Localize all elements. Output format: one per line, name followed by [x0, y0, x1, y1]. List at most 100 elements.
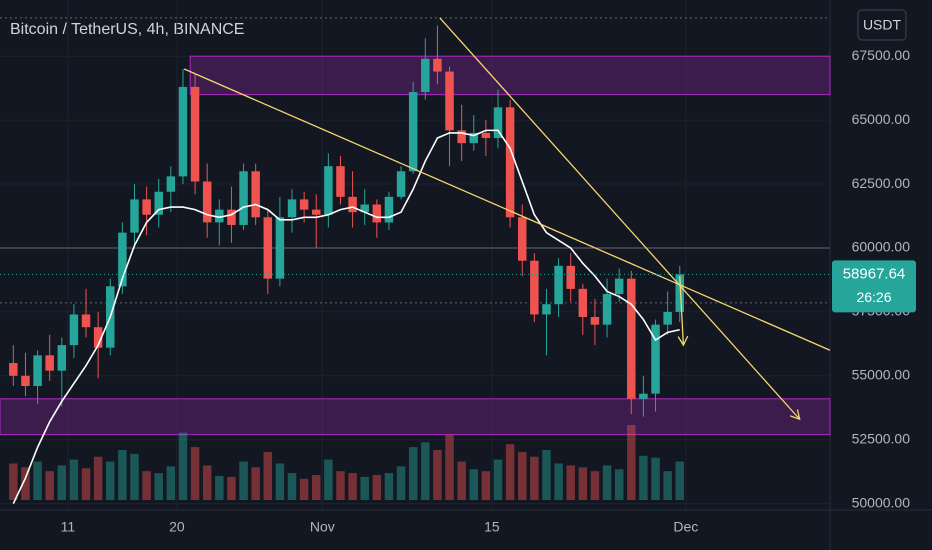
volume-bar	[312, 475, 321, 500]
volume-bar	[530, 456, 539, 500]
candle-body	[21, 375, 30, 387]
y-tick-label: 50000.00	[852, 494, 911, 510]
candle-body	[251, 171, 260, 218]
candle-body	[590, 316, 600, 325]
volume-bar	[336, 471, 345, 500]
volume-bar	[651, 457, 660, 500]
volume-bar	[433, 450, 442, 500]
candle-body	[408, 92, 418, 172]
volume-bar	[106, 461, 115, 500]
volume-bar	[57, 465, 67, 500]
volume-bar	[324, 459, 333, 500]
trendline-arrow	[677, 335, 689, 347]
candle-body	[566, 265, 575, 289]
candle-body	[445, 71, 454, 131]
candle-body	[215, 209, 224, 223]
x-tick-label: Dec	[673, 519, 698, 535]
volume-bar	[215, 475, 224, 500]
y-tick-label: 60000.00	[852, 239, 911, 255]
volume-bar	[166, 466, 176, 500]
volume-bar	[517, 451, 527, 500]
candle-body	[118, 232, 127, 287]
last-price-tag	[832, 260, 916, 313]
candle-body	[614, 278, 624, 294]
volume-bar	[21, 467, 30, 500]
volume-bar	[9, 463, 18, 500]
volume-bar	[227, 476, 236, 500]
candle-body	[9, 363, 18, 376]
candle-body	[578, 288, 588, 317]
candle-body	[166, 176, 176, 192]
x-tick-label: 20	[169, 519, 185, 535]
volume-bar	[542, 450, 551, 500]
volume-bar	[469, 469, 479, 500]
trendline	[439, 17, 801, 420]
candle-body	[384, 196, 394, 223]
candle-body	[602, 293, 612, 325]
candle-body	[202, 181, 212, 223]
y-tick-label: 55000.00	[852, 366, 911, 382]
candle-body	[93, 327, 103, 348]
volume-bar	[566, 465, 575, 500]
candle-body	[554, 265, 563, 305]
moving-average	[12, 129, 680, 504]
last-price-label: 58967.64	[843, 265, 906, 282]
candle-body	[130, 199, 139, 233]
volume-bar	[384, 473, 394, 500]
volume-bar	[45, 471, 54, 500]
volume-bar	[178, 432, 188, 500]
trendline	[679, 276, 685, 346]
volume-bar	[445, 434, 454, 500]
candle-body	[324, 166, 333, 215]
candle-body	[312, 209, 321, 215]
volume-bar	[602, 465, 612, 500]
candle-body	[627, 278, 636, 399]
candle-body	[190, 86, 200, 182]
candle-body	[287, 199, 297, 218]
candle-body	[481, 132, 491, 139]
zone	[189, 55, 831, 96]
volume-bar	[396, 466, 406, 500]
candle-body	[372, 204, 382, 223]
candle-body	[154, 191, 163, 215]
volume-bar	[93, 456, 103, 500]
y-tick-label: 62500.00	[852, 175, 911, 191]
currency-label: USDT	[863, 17, 902, 33]
candle-body	[396, 171, 406, 197]
volume-bar	[287, 473, 297, 500]
candle-body	[336, 166, 345, 197]
candle-body	[421, 58, 430, 93]
candle-body	[360, 204, 369, 213]
candle-body	[469, 132, 479, 144]
volume-bar	[251, 467, 260, 500]
candle-body	[457, 130, 466, 144]
volume-bar	[239, 461, 248, 500]
volume-bar	[69, 459, 79, 500]
candle-body	[45, 355, 54, 371]
volume-bar	[675, 461, 684, 500]
volume-bar	[554, 463, 563, 500]
candle-body	[542, 304, 551, 315]
candle-body	[663, 311, 672, 325]
candle-body	[57, 345, 67, 371]
candle-body	[675, 274, 684, 312]
volume-bar	[578, 467, 588, 500]
volume-bar	[493, 459, 503, 500]
volume-bar	[130, 453, 139, 500]
volume-bar	[360, 476, 369, 500]
volume-bar	[408, 447, 418, 500]
trendline	[183, 68, 831, 351]
volume-bar	[275, 463, 285, 500]
y-tick-label: 65000.00	[852, 111, 911, 127]
countdown-label: 26:26	[856, 289, 891, 305]
volume-bar	[299, 478, 309, 500]
volume-bar	[372, 475, 382, 500]
volume-bar	[190, 447, 200, 500]
candle-body	[348, 196, 357, 213]
candle-body	[69, 314, 79, 346]
currency-box[interactable]	[857, 9, 907, 41]
x-tick-label: 11	[61, 519, 76, 535]
candle-body	[299, 199, 309, 210]
